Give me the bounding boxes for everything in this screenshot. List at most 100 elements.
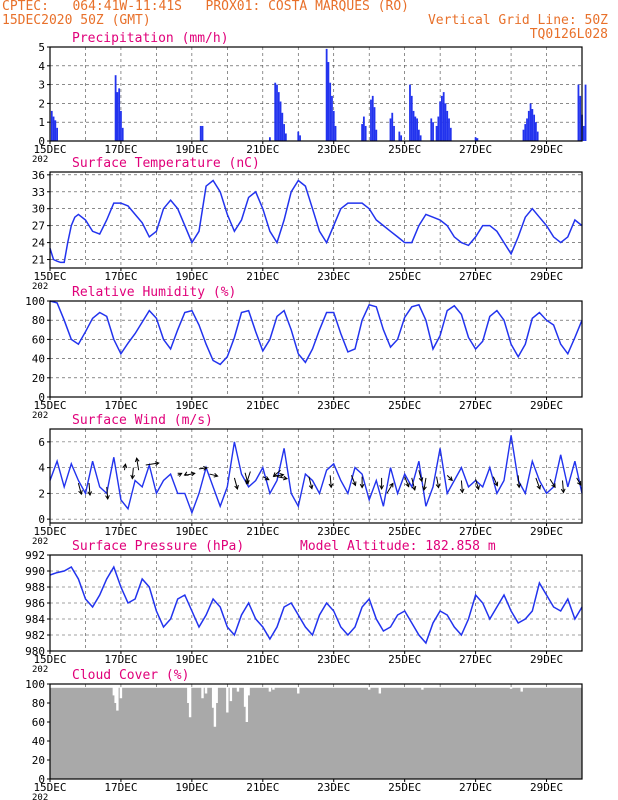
precip-bar bbox=[416, 118, 418, 141]
y-tick-label: 80 bbox=[32, 697, 45, 710]
precip-bar bbox=[393, 125, 395, 141]
wind-arrow-head bbox=[536, 484, 541, 490]
cloud-cover-gap bbox=[520, 687, 523, 692]
x-tick-label: 25DEC bbox=[388, 781, 421, 794]
x-tick-label: 19DEC bbox=[175, 781, 208, 794]
precip-bar bbox=[414, 116, 417, 141]
y-tick-label: 992 bbox=[25, 549, 45, 562]
precip-bar bbox=[325, 48, 328, 141]
precip-bar bbox=[114, 75, 117, 141]
wind-arrow bbox=[549, 478, 556, 488]
series-line bbox=[49, 435, 583, 515]
wind-arrow bbox=[198, 467, 208, 470]
x-tick-label: 19DEC bbox=[175, 653, 208, 666]
y-tick-label: 40 bbox=[32, 353, 45, 366]
precip-bar bbox=[435, 125, 438, 141]
panel-title: Relative Humidity (%) bbox=[72, 285, 236, 300]
x-tick-label: 17DEC bbox=[104, 399, 137, 412]
y-tick-label: 100 bbox=[25, 295, 45, 308]
x-tick-label: 17DEC bbox=[104, 653, 137, 666]
wind-arrow bbox=[576, 477, 582, 486]
precip-bar bbox=[410, 95, 413, 141]
precip-bar bbox=[577, 84, 580, 141]
x-tick-label: 25DEC bbox=[388, 143, 421, 156]
x-year-fragment: 202 bbox=[32, 793, 48, 800]
cloud-cover-gap bbox=[114, 687, 117, 703]
header-model-id: TQ0126L028 bbox=[529, 27, 608, 42]
wind-arrow-head bbox=[279, 472, 285, 478]
precip-bar bbox=[439, 101, 442, 141]
cloud-cover-gap bbox=[421, 687, 424, 690]
cloud-cover-area bbox=[50, 687, 582, 779]
x-tick-label: 15DEC bbox=[33, 653, 66, 666]
x-tick-label: 29DEC bbox=[530, 143, 563, 156]
wind-arrow bbox=[245, 471, 251, 484]
precip-bar bbox=[370, 99, 372, 141]
panel-frame bbox=[49, 428, 583, 524]
precip-bar bbox=[373, 107, 376, 141]
cloud-cover-gap bbox=[215, 687, 218, 703]
x-tick-label: 27DEC bbox=[459, 270, 492, 283]
x-tick-label: 17DEC bbox=[104, 143, 137, 156]
y-tick-label: 988 bbox=[25, 581, 45, 594]
precip-bar bbox=[531, 109, 534, 141]
y-tick-label: 36 bbox=[32, 169, 45, 182]
series-line bbox=[49, 300, 583, 366]
wind-arrow-head bbox=[379, 485, 384, 490]
precip-bar bbox=[120, 110, 122, 141]
y-tick-label: 4 bbox=[38, 60, 45, 73]
wind-arrow-head bbox=[154, 461, 160, 466]
wind-arrow-head bbox=[183, 471, 189, 476]
x-tick-label: 21DEC bbox=[246, 525, 279, 538]
precip-bar bbox=[284, 133, 287, 141]
precip-bar bbox=[56, 127, 58, 141]
precip-bar bbox=[536, 131, 539, 141]
cloud-cover-gap bbox=[297, 687, 300, 694]
wind-arrow bbox=[446, 475, 453, 481]
x-tick-label: 19DEC bbox=[175, 399, 208, 412]
precip-bar bbox=[118, 88, 121, 141]
x-tick-label: 23DEC bbox=[317, 653, 350, 666]
wind-arrow-head bbox=[328, 483, 334, 489]
wind-arrow bbox=[136, 458, 140, 471]
panel-title: Surface Wind (m/s) bbox=[72, 413, 213, 428]
header-title-line1: CPTEC: 064:41W-11:41S PROX01: COSTA MARQ… bbox=[2, 0, 409, 14]
y-tick-label: 30 bbox=[32, 203, 45, 216]
wind-arrow bbox=[145, 462, 159, 466]
precip-bar bbox=[529, 103, 532, 141]
precip-bar bbox=[121, 127, 124, 141]
cloud-cover-gap bbox=[229, 687, 233, 702]
precip-bar bbox=[430, 118, 433, 141]
precip-bar bbox=[409, 84, 411, 141]
y-tick-label: 24 bbox=[32, 237, 46, 250]
x-tick-label: 17DEC bbox=[104, 270, 137, 283]
precip-bar bbox=[331, 95, 333, 141]
wind-arrow-head bbox=[352, 481, 357, 487]
x-tick-label: 19DEC bbox=[175, 143, 208, 156]
y-tick-label: 0 bbox=[38, 391, 45, 404]
wind-arrow bbox=[276, 476, 288, 480]
x-tick-label: 21DEC bbox=[246, 781, 279, 794]
wind-arrow-head bbox=[105, 495, 110, 500]
cloud-cover-gap bbox=[188, 687, 192, 718]
precip-bar bbox=[417, 129, 420, 141]
x-tick-label: 29DEC bbox=[530, 399, 563, 412]
precip-bar bbox=[476, 138, 479, 141]
wind-arrow-head bbox=[560, 488, 566, 494]
precip-bar bbox=[279, 101, 282, 141]
wind-arrow-head bbox=[130, 474, 135, 480]
precip-bar bbox=[448, 118, 450, 141]
precip-bar bbox=[329, 82, 332, 141]
wind-arrow-head bbox=[87, 491, 93, 497]
cloud-cover-gap bbox=[201, 687, 204, 699]
precip-bar bbox=[442, 92, 445, 141]
wind-arrow-head bbox=[177, 472, 183, 477]
cloud-cover-gap bbox=[236, 687, 240, 692]
panel-title: Surface Pressure (hPa) bbox=[72, 539, 244, 554]
cloud-cover-gap bbox=[247, 687, 250, 696]
wind-arrow bbox=[411, 477, 416, 491]
panel-title: Surface Temperature (nC) bbox=[72, 156, 260, 171]
precip-bar bbox=[199, 125, 202, 141]
precip-bar bbox=[524, 124, 527, 141]
x-tick-label: 17DEC bbox=[104, 525, 137, 538]
